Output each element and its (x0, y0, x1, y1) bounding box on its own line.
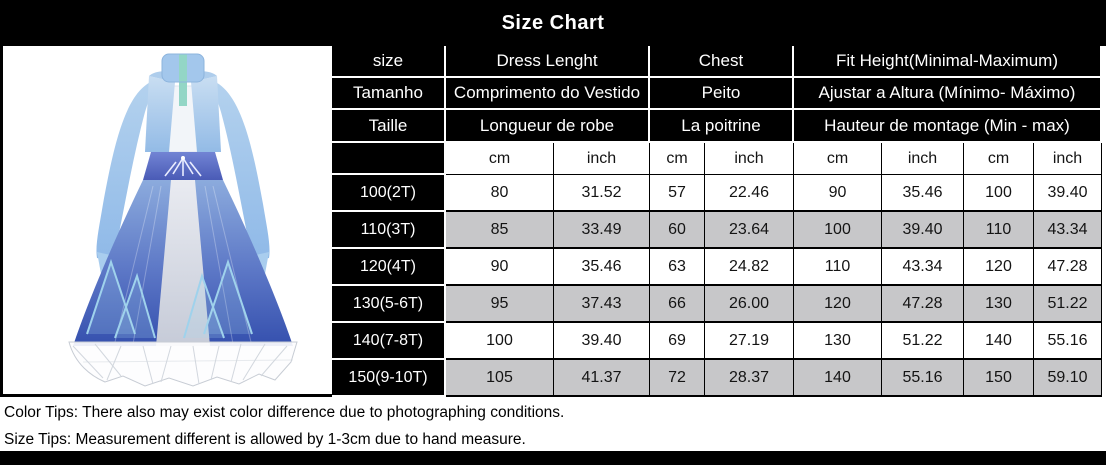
header-cell-size: Tamanho (332, 78, 446, 110)
unit-cell: cm (446, 143, 554, 175)
data-cell: 69 (650, 323, 705, 360)
page-title: Size Chart (501, 11, 605, 34)
data-cell: 39.40 (882, 212, 964, 249)
data-cell: 43.34 (1034, 212, 1102, 249)
data-cell: 130 (964, 286, 1034, 323)
data-cell: 150 (964, 360, 1034, 397)
unit-cell: cm (650, 143, 705, 175)
data-cell: 105 (446, 360, 554, 397)
data-cell: 90 (794, 175, 882, 212)
data-cell: 63 (650, 249, 705, 286)
data-cell: 140 (964, 323, 1034, 360)
header-cell-chest: Peito (650, 78, 794, 110)
data-cell: 24.82 (705, 249, 794, 286)
data-cell: 39.40 (554, 323, 650, 360)
data-cell: 51.22 (882, 323, 964, 360)
unit-cell: inch (554, 143, 650, 175)
unit-cell: cm (794, 143, 882, 175)
size-label-cell: 120(4T) (332, 249, 446, 286)
data-cell: 35.46 (554, 249, 650, 286)
data-cell: 90 (446, 249, 554, 286)
header-cell-fit_height: Fit Height(Minimal-Maximum) (794, 46, 1102, 78)
data-cell: 85 (446, 212, 554, 249)
header-cell-chest: La poitrine (650, 110, 794, 143)
data-cell: 27.19 (705, 323, 794, 360)
unit-cell: inch (1034, 143, 1102, 175)
data-cell: 120 (964, 249, 1034, 286)
data-cell: 47.28 (882, 286, 964, 323)
unit-cell: inch (882, 143, 964, 175)
data-cell: 80 (446, 175, 554, 212)
size-label-cell: 130(5-6T) (332, 286, 446, 323)
data-cell: 55.16 (1034, 323, 1102, 360)
unit-cell: cm (964, 143, 1034, 175)
data-cell: 37.43 (554, 286, 650, 323)
header-cell-dress_length: Comprimento do Vestido (446, 78, 650, 110)
data-cell: 66 (650, 286, 705, 323)
data-cell: 57 (650, 175, 705, 212)
bottom-bar (0, 451, 1106, 465)
header-cell-fit_height: Ajustar a Altura (Mínimo- Máximo) (794, 78, 1102, 110)
data-cell: 39.40 (1034, 175, 1102, 212)
data-cell: 130 (794, 323, 882, 360)
unit-row-corner-cell (332, 143, 446, 175)
size-label-cell: 140(7-8T) (332, 323, 446, 360)
header-cell-size: Taille (332, 110, 446, 143)
dress-photo-panel (0, 46, 333, 397)
data-cell: 26.00 (705, 286, 794, 323)
size-label-cell: 150(9-10T) (332, 360, 446, 397)
data-cell: 28.37 (705, 360, 794, 397)
size-tips-text: Size Tips: Measurement different is allo… (4, 431, 526, 448)
data-cell: 59.10 (1034, 360, 1102, 397)
data-cell: 120 (794, 286, 882, 323)
data-cell: 100 (794, 212, 882, 249)
unit-cell: inch (705, 143, 794, 175)
data-cell: 60 (650, 212, 705, 249)
data-cell: 43.34 (882, 249, 964, 286)
data-cell: 72 (650, 360, 705, 397)
data-cell: 22.46 (705, 175, 794, 212)
size-label-cell: 110(3T) (332, 212, 446, 249)
data-cell: 100 (446, 323, 554, 360)
header-cell-size: size (332, 46, 446, 78)
dress-image (68, 53, 298, 387)
data-cell: 95 (446, 286, 554, 323)
size-chart-table: size Dress Lenght Chest Fit Height(Minimal-… (332, 46, 1102, 397)
size-label-cell: 100(2T) (332, 175, 446, 212)
data-cell: 110 (964, 212, 1034, 249)
data-cell: 110 (794, 249, 882, 286)
header-cell-dress_length: Longueur de robe (446, 110, 650, 143)
data-cell: 51.22 (1034, 286, 1102, 323)
header-cell-dress_length: Dress Lenght (446, 46, 650, 78)
color-tips-text: Color Tips: There also may exist color d… (4, 404, 565, 421)
data-cell: 31.52 (554, 175, 650, 212)
data-cell: 140 (794, 360, 882, 397)
data-cell: 23.64 (705, 212, 794, 249)
data-cell: 100 (964, 175, 1034, 212)
data-cell: 47.28 (1034, 249, 1102, 286)
header-cell-fit_height: Hauteur de montage (Min - max) (794, 110, 1102, 143)
data-cell: 41.37 (554, 360, 650, 397)
header-cell-chest: Chest (650, 46, 794, 78)
title-band: Size Chart (0, 0, 1106, 46)
data-cell: 35.46 (882, 175, 964, 212)
data-cell: 33.49 (554, 212, 650, 249)
data-cell: 55.16 (882, 360, 964, 397)
